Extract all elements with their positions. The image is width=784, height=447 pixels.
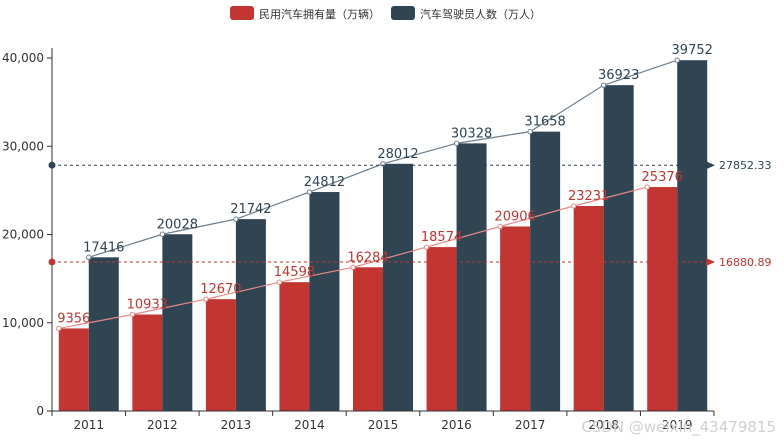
- average-start-marker-1: [48, 161, 56, 169]
- bar-s0-2014: [279, 282, 310, 411]
- series-point-0-2015: [350, 264, 356, 270]
- series-point-1-2013: [233, 216, 239, 222]
- data-labels-layer: 9356 10933 12670 14598 16284 18574 20906 23231 2…: [57, 43, 713, 326]
- x-tick-label-2017: 2017: [515, 418, 546, 432]
- bar-s0-2013: [205, 299, 236, 411]
- legend-item-0[interactable]: 民用汽车拥有量（万辆）: [230, 6, 380, 21]
- bars-layer: [58, 60, 708, 411]
- y-axis: 0 10,000 20,000 30,000 40,000: [2, 48, 53, 418]
- x-tick-label-2012: 2012: [147, 418, 178, 432]
- x-axis: 2011 2012 2013 2014 2015 2016 2017 2018 2019: [51, 410, 715, 432]
- data-label-s1-2015: 28012: [377, 147, 418, 162]
- data-label-s1-2013: 21742: [230, 202, 271, 217]
- data-label-s1-2016: 30328: [451, 126, 492, 141]
- bar-s0-2018: [573, 205, 604, 411]
- bar-s1-2012: [162, 234, 193, 411]
- bar-s1-2013: [235, 219, 266, 411]
- data-label-s0-2011: 9356: [57, 311, 90, 326]
- legend-swatch-1: [391, 6, 415, 20]
- average-arrow-1: [706, 161, 715, 170]
- average-label-1: 27852.33: [719, 159, 772, 172]
- data-label-s1-2014: 24812: [304, 175, 345, 190]
- data-label-s1-2011: 17416: [83, 240, 124, 255]
- series-point-0-2019: [644, 184, 650, 190]
- series-point-1-2012: [159, 231, 166, 237]
- legend-item-1[interactable]: 汽车驾驶员人数（万人）: [391, 6, 541, 21]
- data-label-s0-2017: 20906: [494, 210, 535, 225]
- series-point-0-2013: [203, 296, 209, 302]
- series-point-1-2016: [453, 140, 460, 147]
- watermark: CSDN @weixin_43479815: [581, 418, 776, 437]
- bar-s0-2011: [58, 328, 89, 411]
- y-tick-label-3: 30,000: [2, 139, 44, 153]
- y-tick-label-0: 0: [36, 404, 44, 418]
- data-label-s1-2018: 36923: [598, 68, 639, 83]
- data-label-s0-2018: 23231: [568, 189, 609, 204]
- bar-s0-2015: [353, 267, 383, 411]
- bar-s1-2016: [456, 143, 487, 411]
- data-label-s0-2012: 10933: [127, 298, 168, 313]
- data-label-s1-2017: 31658: [524, 115, 565, 130]
- series-point-0-2014: [276, 279, 283, 285]
- bar-s0-2017: [500, 226, 531, 411]
- x-tick-label-2013: 2013: [221, 418, 252, 432]
- data-label-s0-2019: 25376: [642, 170, 683, 185]
- bar-s1-2017: [530, 131, 561, 411]
- x-tick-label-2014: 2014: [294, 418, 325, 432]
- x-tick-label-2015: 2015: [368, 418, 399, 432]
- series-point-1-2019: [674, 57, 680, 63]
- bar-s1-2019: [677, 60, 708, 411]
- average-label-0: 16880.89: [719, 256, 772, 269]
- average-lines-layer: 16880.89 27852.33: [48, 159, 772, 269]
- data-label-s0-2014: 14598: [274, 265, 315, 280]
- y-tick-label-2: 20,000: [2, 228, 44, 242]
- series-point-0-2017: [497, 223, 503, 230]
- x-tick-label-2011: 2011: [74, 418, 105, 432]
- legend-label-1: 汽车驾驶员人数（万人）: [420, 7, 541, 21]
- legend-swatch-0: [230, 6, 254, 20]
- legend-label-0: 民用汽车拥有量（万辆）: [259, 7, 380, 21]
- y-tick-label-1: 10,000: [2, 316, 44, 330]
- x-tick-label-2019: 2019: [662, 418, 693, 432]
- average-start-marker-0: [48, 258, 56, 266]
- series-point-0-2016: [423, 244, 430, 250]
- bar-s1-2014: [309, 192, 340, 411]
- data-label-s0-2016: 18574: [421, 230, 462, 245]
- average-arrow-0: [706, 258, 715, 267]
- series-point-1-2011: [86, 254, 92, 261]
- data-label-s1-2012: 20028: [157, 217, 198, 232]
- series-point-0-2012: [129, 311, 136, 318]
- data-label-s1-2019: 39752: [672, 43, 713, 58]
- series-point-1-2018: [600, 82, 607, 88]
- bar-s1-2015: [383, 163, 413, 411]
- bar-s1-2018: [603, 85, 634, 411]
- bar-s0-2012: [132, 314, 163, 411]
- series-point-1-2017: [527, 128, 533, 135]
- x-tick-label-2016: 2016: [441, 418, 472, 432]
- x-tick-label-2018: 2018: [588, 418, 619, 432]
- series-point-0-2018: [570, 203, 577, 209]
- lines-layer: [56, 57, 680, 332]
- bar-s0-2016: [426, 247, 457, 411]
- bar-s1-2011: [88, 257, 119, 411]
- series-point-0-2011: [56, 325, 62, 332]
- series-point-1-2014: [306, 189, 313, 195]
- y-tick-label-4: 40,000: [2, 51, 44, 65]
- data-label-s0-2015: 16284: [347, 250, 388, 265]
- data-label-s0-2013: 12670: [200, 282, 241, 297]
- bar-s0-2019: [647, 187, 678, 411]
- legend[interactable]: 民用汽车拥有量（万辆） 汽车驾驶员人数（万人）: [230, 6, 541, 21]
